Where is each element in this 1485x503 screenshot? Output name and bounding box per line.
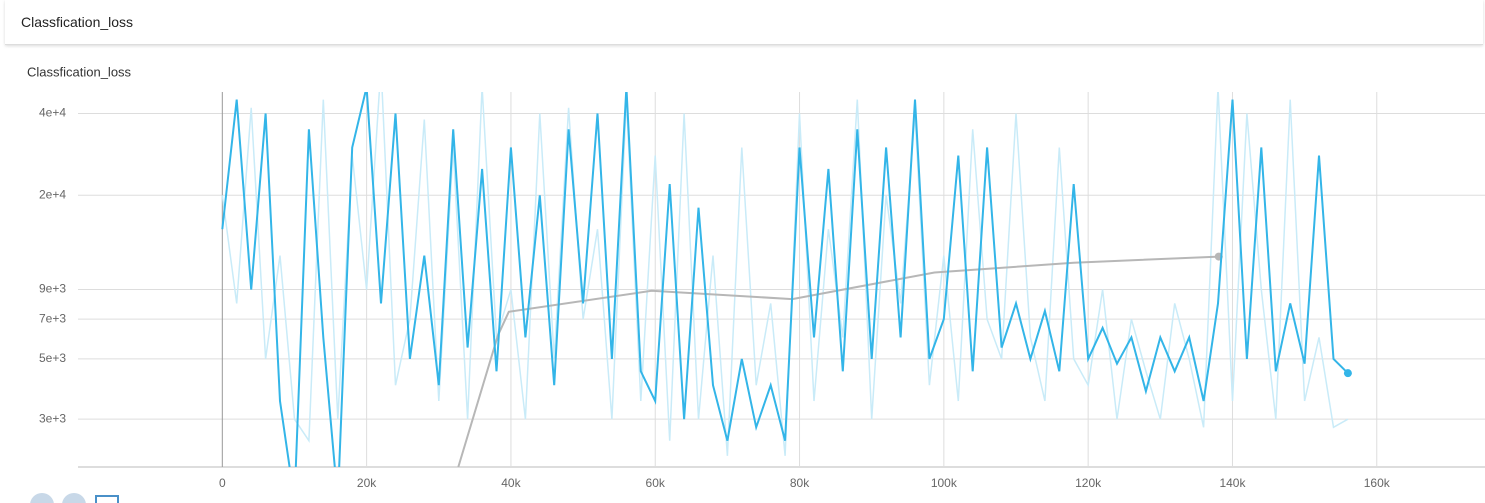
x-tick-label: 100k <box>931 476 958 490</box>
x-tick-label: 0 <box>219 476 226 490</box>
header: Classfication_loss <box>5 0 1483 45</box>
x-tick-label: 140k <box>1219 476 1246 490</box>
y-tick-label: 7e+3 <box>39 311 66 325</box>
x-tick-label: 40k <box>501 476 521 490</box>
chart-title: Classfication_loss <box>27 64 132 79</box>
tool-icon[interactable] <box>95 495 119 503</box>
y-tick-label: 9e+3 <box>39 282 66 296</box>
x-tick-label: 20k <box>357 476 377 490</box>
y-tick-label: 4e+4 <box>39 106 66 120</box>
x-tick-label: 60k <box>646 476 666 490</box>
header-title: Classfication_loss <box>21 14 134 30</box>
tool-icon[interactable] <box>30 493 54 503</box>
end-marker <box>1343 369 1352 378</box>
tool-icon[interactable] <box>62 493 86 503</box>
y-tick-label: 3e+3 <box>39 411 66 425</box>
x-tick-label: 80k <box>790 476 810 490</box>
series-line <box>457 255 1219 467</box>
x-tick-label: 160k <box>1364 476 1391 490</box>
x-tick-label: 120k <box>1075 476 1102 490</box>
series-line <box>221 92 1349 456</box>
y-tick-label: 5e+3 <box>39 351 66 365</box>
series-line <box>221 92 1349 467</box>
y-tick-label: 2e+4 <box>39 187 66 201</box>
